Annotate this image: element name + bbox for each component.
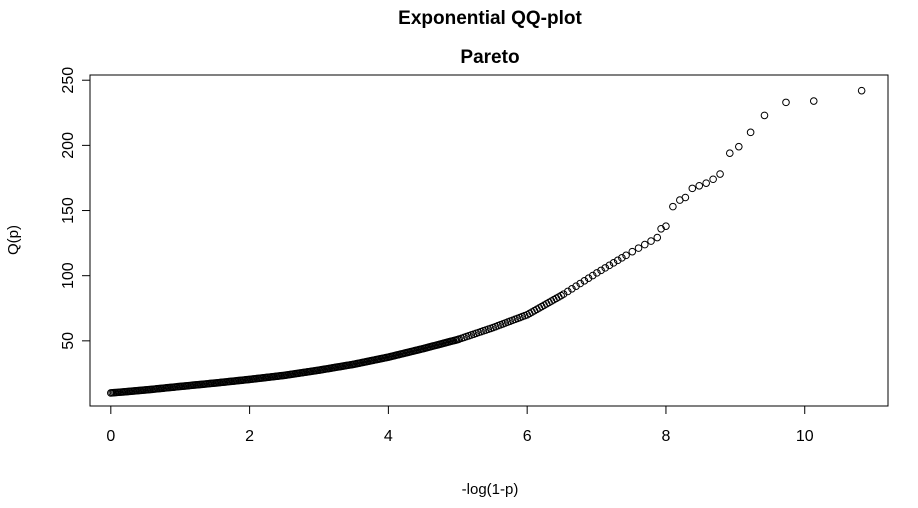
data-point — [709, 175, 717, 184]
data-points — [107, 86, 866, 397]
x-tick-label: 10 — [796, 428, 814, 445]
data-point — [662, 222, 670, 230]
x-tick-label: 6 — [523, 428, 532, 445]
data-point — [702, 179, 710, 187]
x-tick-label: 0 — [106, 428, 115, 445]
x-axis-label: -log(1-p) — [462, 481, 519, 498]
data-point — [782, 98, 790, 107]
data-point — [584, 274, 593, 282]
data-point — [576, 279, 585, 288]
y-tick-label: 50 — [60, 332, 77, 350]
data-point — [613, 256, 622, 265]
x-tick-label: 8 — [661, 428, 670, 445]
data-point — [669, 202, 677, 211]
data-point — [572, 282, 580, 290]
data-point — [580, 277, 589, 285]
plot-frame — [89, 74, 889, 407]
chart-title: Exponential QQ-plot — [398, 8, 582, 29]
x-tick-label: 2 — [245, 428, 254, 445]
y-tick-label: 150 — [60, 197, 77, 224]
data-point — [568, 285, 576, 293]
y-tick-label: 200 — [60, 132, 77, 159]
data-point — [634, 244, 643, 252]
data-point — [716, 170, 724, 178]
x-axis: 0 2 4 6 8 10 — [106, 406, 814, 445]
data-point — [605, 261, 614, 270]
data-point — [601, 264, 610, 272]
data-point — [725, 149, 734, 157]
data-point — [622, 251, 630, 260]
data-point — [640, 240, 649, 249]
data-point — [857, 86, 866, 95]
y-tick-label: 250 — [60, 67, 77, 94]
data-point — [609, 259, 618, 267]
data-point — [628, 247, 637, 256]
chart-subtitle: Pareto — [460, 47, 519, 68]
data-point — [735, 142, 743, 151]
data-point — [588, 271, 597, 280]
y-axis: 50 100 150 200 250 — [60, 67, 90, 350]
x-tick-label: 4 — [384, 428, 393, 445]
data-point — [760, 111, 769, 120]
data-point — [618, 254, 626, 262]
data-point — [559, 290, 568, 298]
data-point — [681, 193, 690, 202]
data-point — [653, 233, 662, 242]
data-point — [688, 184, 697, 193]
y-tick-label: 100 — [60, 262, 77, 289]
y-axis-label: Q(p) — [5, 225, 22, 255]
data-point — [809, 97, 818, 105]
data-point — [647, 237, 655, 245]
data-point — [597, 266, 605, 275]
data-point — [695, 181, 704, 190]
data-point — [593, 269, 601, 277]
data-point — [746, 128, 755, 137]
data-point — [563, 287, 572, 296]
